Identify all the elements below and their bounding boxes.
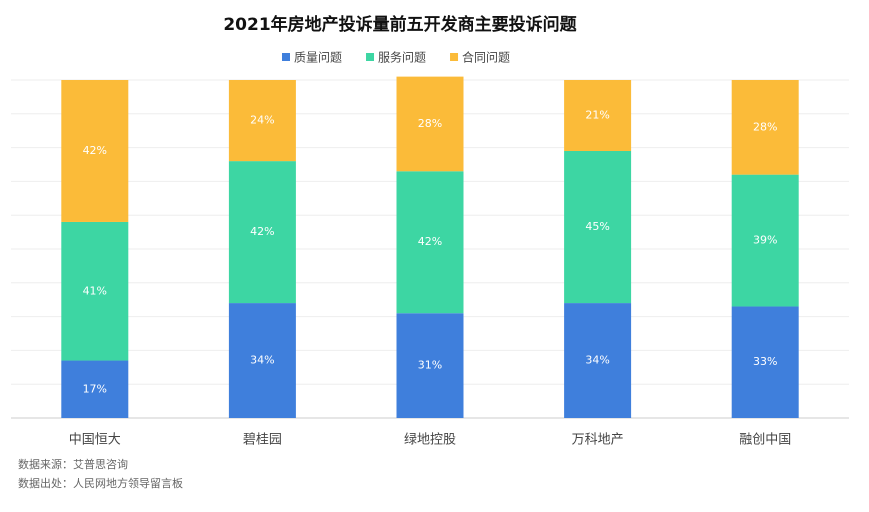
bar-segment	[731, 174, 799, 307]
bar-segment	[564, 303, 632, 418]
bar-segment	[61, 221, 129, 361]
bar-segment	[731, 80, 799, 175]
x-tick-label: 融创中国	[739, 433, 791, 448]
data-label: 42%	[418, 235, 442, 248]
data-label: 17%	[83, 382, 107, 395]
data-label: 41%	[83, 284, 107, 297]
bar-segment	[61, 360, 129, 418]
data-label: 42%	[250, 225, 274, 238]
data-label: 24%	[250, 114, 274, 127]
bar-segment	[228, 80, 296, 162]
bar-segment	[396, 313, 464, 418]
source-note: 数据来源：艾普思咨询	[18, 457, 128, 471]
bar-segment	[564, 150, 632, 304]
data-label: 21%	[585, 108, 609, 121]
bar-segment	[396, 171, 464, 314]
data-label: 34%	[585, 354, 609, 367]
x-tick-label: 绿地控股	[404, 433, 456, 448]
x-tick-label: 万科地产	[572, 433, 624, 448]
x-tick-label: 碧桂园	[243, 433, 282, 448]
bar-segment	[731, 306, 799, 418]
bar-segment	[228, 303, 296, 418]
bar-segment	[396, 76, 464, 172]
legend-swatch	[366, 53, 375, 61]
data-label: 34%	[250, 354, 274, 367]
legend-label: 质量问题	[294, 51, 342, 65]
bar-segment	[61, 80, 129, 222]
chart-title: 2021年房地产投诉量前五开发商主要投诉问题	[223, 14, 577, 35]
data-label: 42%	[83, 144, 107, 157]
bar-segment	[228, 161, 296, 304]
legend-label: 服务问题	[378, 50, 426, 65]
legend-swatch	[282, 53, 290, 61]
data-label: 33%	[753, 355, 777, 368]
data-label: 28%	[418, 117, 442, 130]
data-label: 28%	[753, 120, 777, 133]
bar-segment	[564, 80, 632, 151]
source-note: 数据出处：人民网地方领导留言板	[18, 476, 183, 490]
data-label: 39%	[753, 234, 777, 247]
data-label: 45%	[585, 220, 609, 233]
data-label: 31%	[418, 359, 442, 372]
legend-swatch	[450, 53, 459, 61]
x-tick-label: 中国恒大	[69, 433, 121, 448]
legend-label: 合同问题	[462, 50, 510, 65]
